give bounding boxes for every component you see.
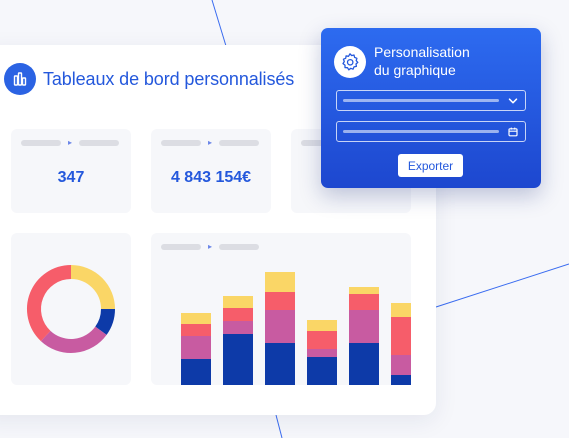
bar-2-navy-segment	[223, 334, 253, 385]
bar-2-yellow-segment	[223, 296, 253, 308]
bar-5-magenta-segment	[349, 310, 379, 343]
bar-6-navy-segment	[391, 375, 411, 385]
donut-slice-4	[27, 265, 72, 342]
bar-6-coral-segment	[391, 317, 411, 355]
placeholder-bar	[79, 140, 120, 146]
bar-3-yellow-segment	[265, 272, 295, 292]
chevron-right-icon: ▸	[68, 138, 73, 147]
field-placeholder-bar	[343, 99, 499, 102]
placeholder-bar	[219, 244, 260, 250]
chevron-right-icon: ▸	[208, 138, 213, 147]
dashboard-icon	[4, 63, 36, 95]
bar-4-coral-segment	[307, 331, 337, 349]
placeholder-bar	[161, 244, 201, 250]
dashboard-header: Tableaux de bord personnalisés	[4, 63, 294, 95]
kpi-tile[interactable]: ▸ 4 843 154€	[151, 129, 271, 213]
bar-3-magenta-segment	[265, 310, 295, 343]
chevron-right-icon: ▸	[208, 242, 213, 251]
gear-icon	[334, 46, 366, 78]
export-button[interactable]: Exporter	[398, 154, 463, 177]
placeholder-bar	[21, 140, 61, 146]
kpi-value: 347	[57, 169, 85, 186]
donut-chart-tile[interactable]	[11, 233, 131, 385]
bar-6-magenta-segment	[391, 355, 411, 375]
kpi-tile[interactable]: ▸ 347	[11, 129, 131, 213]
bar-3-navy-segment	[265, 343, 295, 385]
bar-2-magenta-segment	[223, 321, 253, 334]
bar-3-coral-segment	[265, 292, 295, 310]
stacked-bar-chart	[181, 272, 411, 385]
field-placeholder-bar	[343, 130, 499, 133]
donut-slice-1	[70, 265, 115, 310]
page-title: Tableaux de bord personnalisés	[43, 68, 295, 89]
placeholder-bar	[219, 140, 260, 146]
bar-chart-tile[interactable]: ▸	[151, 233, 411, 385]
bar-4-magenta-segment	[307, 349, 337, 357]
donut-chart	[27, 265, 115, 353]
bar-5-coral-segment	[349, 294, 379, 310]
kpi-value: 4 843 154€	[170, 169, 252, 186]
donut-slice-3	[40, 326, 107, 353]
tile-breadcrumb: ▸	[161, 138, 260, 147]
chevron-down-icon	[508, 98, 518, 104]
bar-1-coral-segment	[181, 324, 211, 336]
panel-title-line: du graphique	[374, 62, 456, 78]
bar-4-yellow-segment	[307, 320, 337, 331]
bar-6-yellow-segment	[391, 303, 411, 317]
chart-settings-panel: Personalisation du graphique Exporter	[321, 28, 541, 188]
chart-type-select[interactable]	[336, 90, 526, 111]
bar-1-yellow-segment	[181, 313, 211, 324]
bar-4-navy-segment	[307, 357, 337, 385]
donut-slice-2	[95, 308, 115, 335]
bar-1-magenta-segment	[181, 336, 211, 359]
bar-1-navy-segment	[181, 359, 211, 385]
bar-2-coral-segment	[223, 308, 253, 321]
date-range-field[interactable]	[336, 121, 526, 142]
placeholder-bar	[161, 140, 201, 146]
tile-breadcrumb: ▸	[161, 242, 260, 251]
bar-5-yellow-segment	[349, 287, 379, 294]
panel-title-line: Personalisation	[374, 44, 470, 60]
bar-5-navy-segment	[349, 343, 379, 385]
calendar-icon	[508, 127, 518, 137]
tile-breadcrumb: ▸	[21, 138, 120, 147]
panel-title: Personalisation du graphique	[374, 43, 514, 79]
